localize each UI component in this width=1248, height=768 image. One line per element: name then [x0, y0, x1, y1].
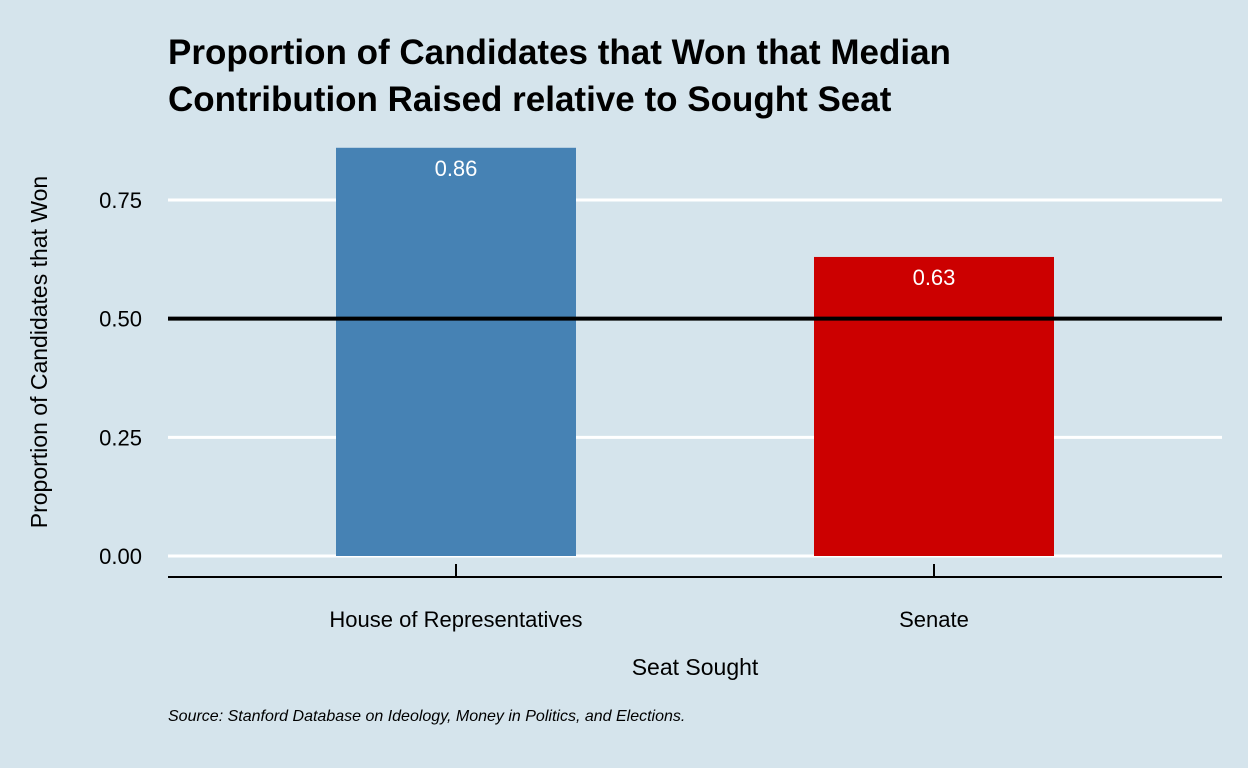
data-label: 0.63 — [913, 265, 956, 290]
source-caption: Source: Stanford Database on Ideology, M… — [168, 708, 685, 725]
chart-title-line-1: Proportion of Candidates that Won that M… — [168, 33, 951, 72]
x-tick-label: House of Representatives — [329, 607, 582, 632]
bars — [336, 147, 1054, 556]
x-axis: House of Representatives Senate — [168, 564, 1222, 632]
x-axis-title: Seat Sought — [632, 654, 759, 680]
data-label: 0.86 — [435, 156, 478, 181]
gridlines — [168, 198, 1222, 558]
x-tick-label: Senate — [899, 607, 969, 632]
y-axis-title: Proportion of Candidates that Won — [26, 176, 52, 528]
bar-senate — [814, 256, 1054, 556]
bar-house — [336, 147, 576, 556]
y-tick-label: 0.75 — [99, 188, 142, 213]
chart-title-line-2: Contribution Raised relative to Sought S… — [168, 80, 892, 119]
y-tick-label: 0.50 — [99, 307, 142, 332]
y-axis-ticks: 0.00 0.25 0.50 0.75 — [99, 188, 142, 569]
y-tick-label: 0.25 — [99, 425, 142, 450]
y-tick-label: 0.00 — [99, 544, 142, 569]
data-labels: 0.86 0.63 — [435, 156, 956, 290]
